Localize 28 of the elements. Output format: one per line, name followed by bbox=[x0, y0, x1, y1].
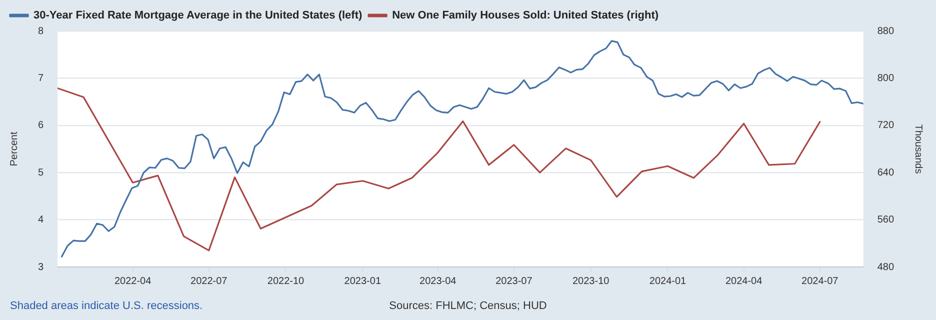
y-tick-label: 8 bbox=[38, 26, 44, 37]
x-tick-label: 2022-04 bbox=[114, 276, 152, 287]
legend-label: 30-Year Fixed Rate Mortgage Average in the United States (left) bbox=[34, 10, 362, 22]
x-tick-label: 2023-10 bbox=[572, 276, 610, 287]
x-tick-label: 2023-04 bbox=[420, 276, 457, 287]
y2-tick-label: 640 bbox=[877, 167, 894, 178]
y-tick-label: 7 bbox=[38, 72, 44, 84]
y-tick-label: 4 bbox=[38, 214, 44, 226]
y2-tick-label: 880 bbox=[877, 26, 894, 37]
x-tick-label: 2023-01 bbox=[344, 276, 382, 287]
x-tick-label: 2022-10 bbox=[267, 276, 305, 287]
y-tick-label: 5 bbox=[38, 167, 44, 178]
y2-tick-label: 720 bbox=[877, 120, 894, 132]
x-tick-label: 2024-07 bbox=[802, 276, 839, 287]
text: Shaded areas indicate U.S. recessions. bbox=[10, 300, 203, 312]
y-tick-label: 3 bbox=[38, 262, 44, 273]
x-tick-label: 2023-07 bbox=[496, 276, 533, 287]
y2-tick-label: 800 bbox=[877, 72, 894, 84]
y-axis-title: Percent bbox=[8, 132, 20, 166]
source-note: Sources: FHLMC; Census; HUD bbox=[389, 300, 547, 312]
x-tick-label: 2024-04 bbox=[725, 276, 763, 287]
y2-tick-label: 560 bbox=[877, 214, 894, 226]
legend-label: New One Family Houses Sold: United States (right) bbox=[392, 10, 659, 22]
x-tick-label: 2022-07 bbox=[190, 276, 228, 287]
y-tick-label: 6 bbox=[38, 120, 44, 132]
y2-axis-title: Thousands bbox=[912, 124, 924, 174]
y2-tick-label: 480 bbox=[877, 262, 894, 273]
x-tick-label: 2024-01 bbox=[649, 276, 687, 287]
